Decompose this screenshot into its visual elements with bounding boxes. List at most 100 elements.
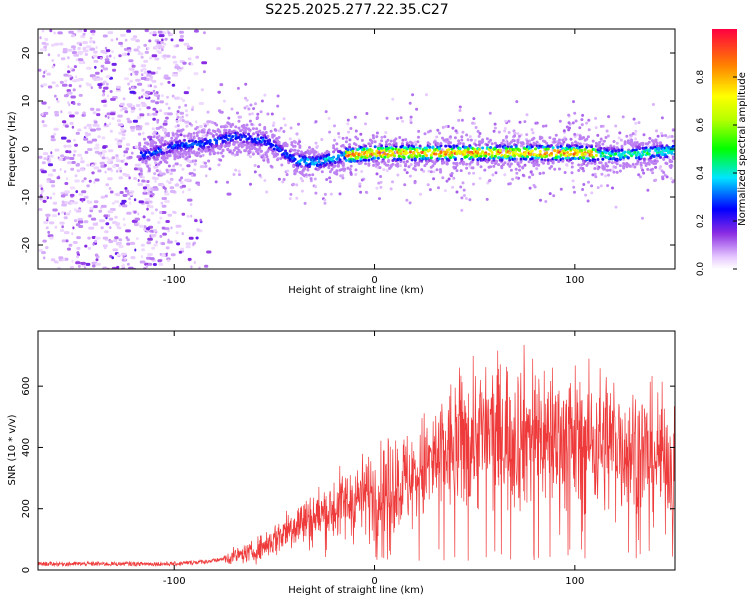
spectrogram-cell bbox=[399, 116, 403, 120]
spectrogram-cell bbox=[148, 200, 153, 204]
spectrogram-cell bbox=[284, 149, 287, 153]
spectrogram-cell bbox=[526, 155, 529, 159]
spectrogram-cell bbox=[124, 77, 129, 81]
spectrogram-cell bbox=[562, 129, 566, 133]
spectrogram-cell bbox=[143, 153, 146, 157]
spectrogram-cell bbox=[138, 200, 144, 204]
spectrogram-cell bbox=[328, 130, 332, 134]
spectrogram-cell bbox=[121, 204, 128, 208]
spectrogram-cell bbox=[135, 237, 139, 241]
spectrogram-cell bbox=[179, 34, 184, 38]
spectrogram-cell bbox=[152, 263, 157, 266]
spectrogram-cell bbox=[639, 163, 643, 167]
spectrogram-cell bbox=[219, 125, 223, 129]
spectrogram-cell bbox=[253, 170, 257, 174]
spectrogram-cell bbox=[105, 82, 109, 86]
spectrogram-cell bbox=[129, 79, 133, 83]
spectrogram-cell bbox=[581, 113, 585, 117]
spectrogram-cell bbox=[163, 120, 168, 123]
spectrogram-cell bbox=[296, 142, 300, 146]
spectrogram-cell bbox=[77, 47, 81, 50]
spectrogram-cell bbox=[186, 134, 190, 138]
spectrogram-cell bbox=[562, 151, 566, 155]
spectrogram-cell bbox=[461, 160, 465, 164]
spectrogram-cell bbox=[256, 116, 260, 120]
spectrogram-cell bbox=[81, 113, 85, 117]
spectrogram-cell bbox=[647, 149, 651, 153]
spectrogram-cell bbox=[107, 167, 112, 171]
spectrogram-cell bbox=[137, 132, 142, 136]
spectrogram-cell bbox=[59, 42, 64, 46]
spectrogram-cell bbox=[599, 124, 603, 128]
spectrogram-cell bbox=[120, 252, 127, 256]
spectrogram-cell bbox=[78, 193, 84, 196]
spectrogram-cell bbox=[119, 191, 124, 194]
spectrogram-cell bbox=[266, 112, 270, 116]
spectrogram-cell bbox=[614, 205, 618, 209]
spectrogram-cell bbox=[146, 142, 150, 146]
spectrogram-cell bbox=[188, 236, 194, 240]
spectrogram-cell bbox=[107, 31, 114, 35]
spectrogram-cell bbox=[146, 113, 150, 116]
spectrogram-cell bbox=[566, 151, 569, 154]
spectrogram-cell bbox=[116, 226, 122, 230]
spectrogram-cell bbox=[158, 170, 162, 174]
spectrogram-cell bbox=[428, 142, 432, 146]
spectrogram-cell bbox=[165, 190, 168, 194]
spectrogram-cell bbox=[507, 182, 511, 186]
spectrogram-cell bbox=[142, 131, 145, 135]
spectrogram-cell bbox=[93, 200, 99, 204]
spectrogram-cell bbox=[144, 161, 148, 165]
spectrogram-cell bbox=[47, 160, 51, 163]
spectrogram-cell bbox=[82, 111, 86, 115]
spectrogram-cell bbox=[208, 140, 212, 143]
spectrogram-cell bbox=[115, 242, 122, 246]
spectrogram-cell bbox=[143, 189, 147, 193]
spectrogram-cell bbox=[135, 78, 141, 82]
spectrogram-cell bbox=[277, 177, 281, 181]
spectrogram-cell bbox=[243, 106, 247, 110]
spectrogram-cell bbox=[314, 150, 318, 154]
spectrogram-cell bbox=[631, 162, 635, 166]
spectrogram-cell bbox=[141, 179, 146, 183]
spectrogram-cell bbox=[516, 139, 520, 143]
spectrogram-cell bbox=[151, 79, 157, 83]
spectrogram-cell bbox=[292, 182, 296, 186]
spectrogram-cell bbox=[298, 162, 302, 166]
spectrogram-cell bbox=[159, 216, 163, 220]
spectrogram-cell bbox=[116, 119, 121, 123]
spectrogram-cell bbox=[154, 161, 158, 165]
spectrogram-cell bbox=[152, 135, 156, 139]
spectrogram-cell bbox=[542, 161, 545, 165]
spectrogram-cell bbox=[660, 131, 663, 135]
spectrogram-cell bbox=[237, 169, 241, 173]
spectrogram-cell bbox=[53, 31, 56, 35]
spectrogram-cell bbox=[533, 185, 537, 189]
spectrogram-cell bbox=[83, 266, 87, 269]
spectrogram-cell bbox=[403, 168, 407, 172]
spectrogram-cell bbox=[116, 142, 122, 146]
spectrogram-cell bbox=[112, 68, 117, 72]
spectrogram-cell bbox=[115, 154, 119, 158]
y-tick-label: 400 bbox=[21, 438, 32, 457]
spectrogram-cell bbox=[77, 102, 81, 106]
spectrogram-cell bbox=[75, 75, 78, 79]
spectrogram-cell bbox=[582, 183, 586, 186]
spectrogram-cell bbox=[213, 151, 217, 155]
spectrogram-cell bbox=[75, 190, 79, 194]
spectrogram-cell bbox=[109, 190, 114, 194]
spectrogram-cell bbox=[66, 144, 72, 148]
spectrogram-cell bbox=[147, 237, 153, 241]
spectrogram-cell bbox=[179, 30, 184, 34]
spectrogram-cell bbox=[660, 116, 664, 120]
spectrogram-cell bbox=[54, 113, 60, 117]
spectrogram-cell bbox=[548, 136, 552, 140]
spectrogram-cell bbox=[42, 199, 47, 203]
spectrogram-cell bbox=[135, 127, 142, 131]
spectrogram-cell bbox=[117, 145, 122, 148]
spectrogram-cell bbox=[429, 153, 433, 157]
spectrogram-cell bbox=[155, 240, 158, 244]
spectrogram-cell bbox=[160, 138, 164, 142]
spectrogram-cell bbox=[54, 110, 59, 114]
spectrogram-cell bbox=[100, 69, 103, 73]
